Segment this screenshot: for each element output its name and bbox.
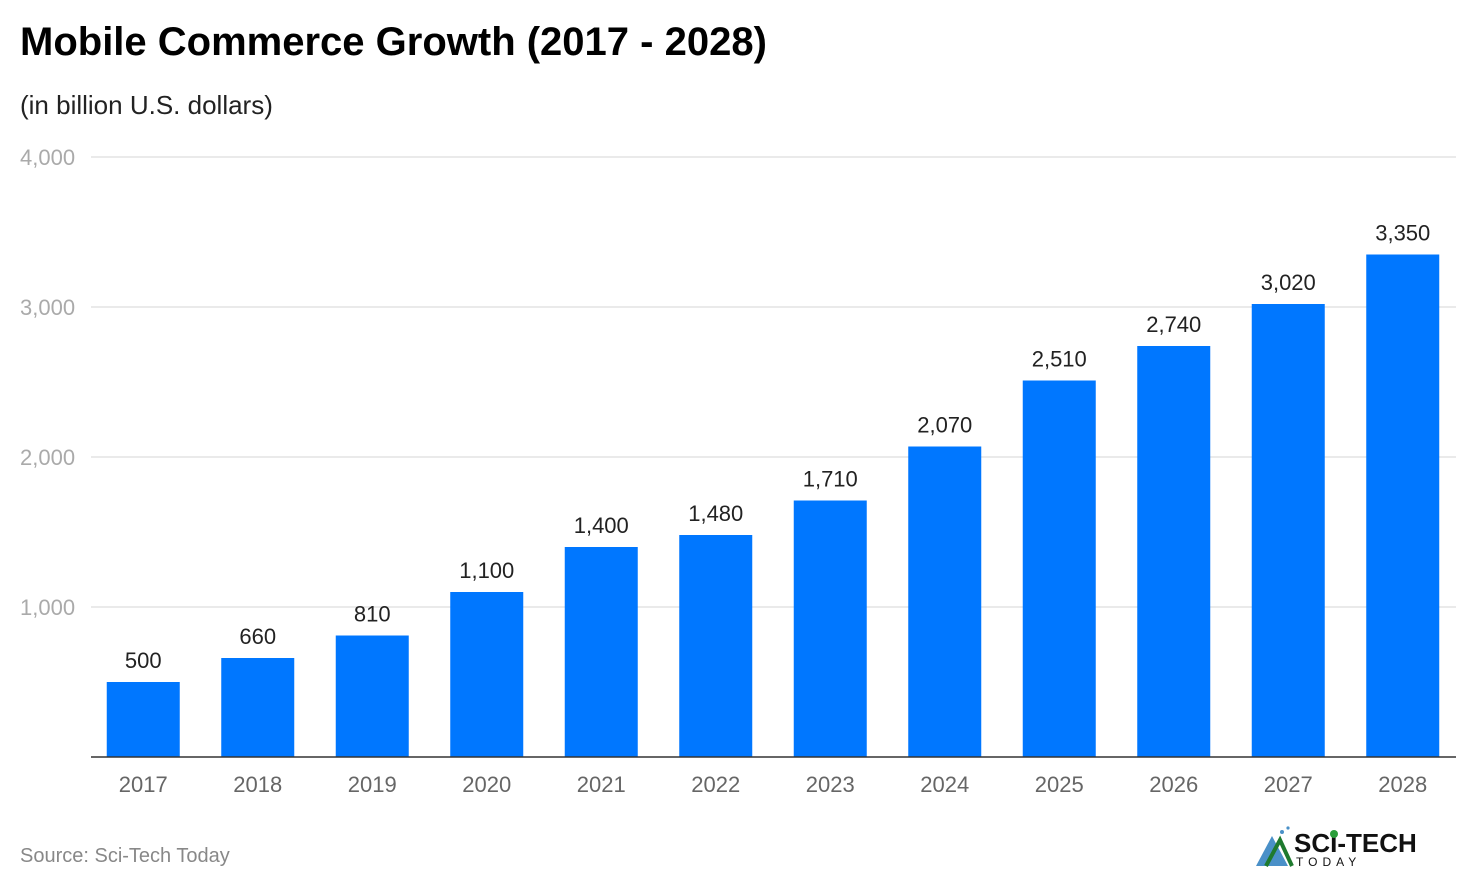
chart-subtitle: (in billion U.S. dollars) <box>20 90 273 120</box>
data-label: 1,480 <box>688 501 743 526</box>
y-tick-label: 3,000 <box>20 295 75 320</box>
source-note: Source: Sci-Tech Today <box>20 845 230 867</box>
data-label: 810 <box>354 602 391 627</box>
bar-2027 <box>1251 304 1325 757</box>
x-tick-label: 2022 <box>691 772 740 797</box>
x-tick-label: 2020 <box>462 772 511 797</box>
data-label: 660 <box>239 624 276 649</box>
x-tick-label: 2024 <box>920 772 969 797</box>
svg-text:TODAY: TODAY <box>1296 855 1361 869</box>
bar-2026 <box>1137 346 1211 757</box>
sci-tech-today-logo: SCI-TECH TODAY <box>1256 826 1417 869</box>
x-tick-label: 2025 <box>1035 772 1084 797</box>
x-tick-label: 2017 <box>119 772 168 797</box>
data-label: 3,350 <box>1375 221 1430 246</box>
data-label: 2,070 <box>917 413 972 438</box>
x-tick-label: 2018 <box>233 772 282 797</box>
x-tick-label: 2019 <box>348 772 397 797</box>
bar-2022 <box>679 535 753 757</box>
bar-2018 <box>221 658 295 757</box>
y-tick-label: 4,000 <box>20 145 75 170</box>
bar-2019 <box>335 635 409 757</box>
data-label: 500 <box>125 648 162 673</box>
data-label: 1,100 <box>459 558 514 583</box>
x-tick-label: 2021 <box>577 772 626 797</box>
bar-chart: 1,000 2,000 3,000 4,000 500 2017 660 2018 810 201… <box>20 145 1456 797</box>
x-tick-label: 2023 <box>806 772 855 797</box>
x-tick-label: 2026 <box>1149 772 1198 797</box>
chart-title: Mobile Commerce Growth (2017 - 2028) <box>20 20 767 64</box>
bar-2023 <box>793 500 867 757</box>
bar-2021 <box>564 547 638 757</box>
svg-text:SCI-TECH: SCI-TECH <box>1294 828 1417 858</box>
x-tick-label: 2028 <box>1378 772 1427 797</box>
data-label: 1,710 <box>803 467 858 492</box>
data-label: 2,740 <box>1146 312 1201 337</box>
bar-2024 <box>908 446 982 757</box>
bar-2020 <box>450 592 524 757</box>
data-label: 2,510 <box>1032 347 1087 372</box>
bar-2017 <box>106 682 180 757</box>
y-tick-label: 1,000 <box>20 595 75 620</box>
data-label: 3,020 <box>1261 270 1316 295</box>
x-tick-label: 2027 <box>1264 772 1313 797</box>
bar-2025 <box>1022 380 1096 757</box>
bar-2028 <box>1366 254 1440 757</box>
data-label: 1,400 <box>574 513 629 538</box>
y-tick-label: 2,000 <box>20 445 75 470</box>
